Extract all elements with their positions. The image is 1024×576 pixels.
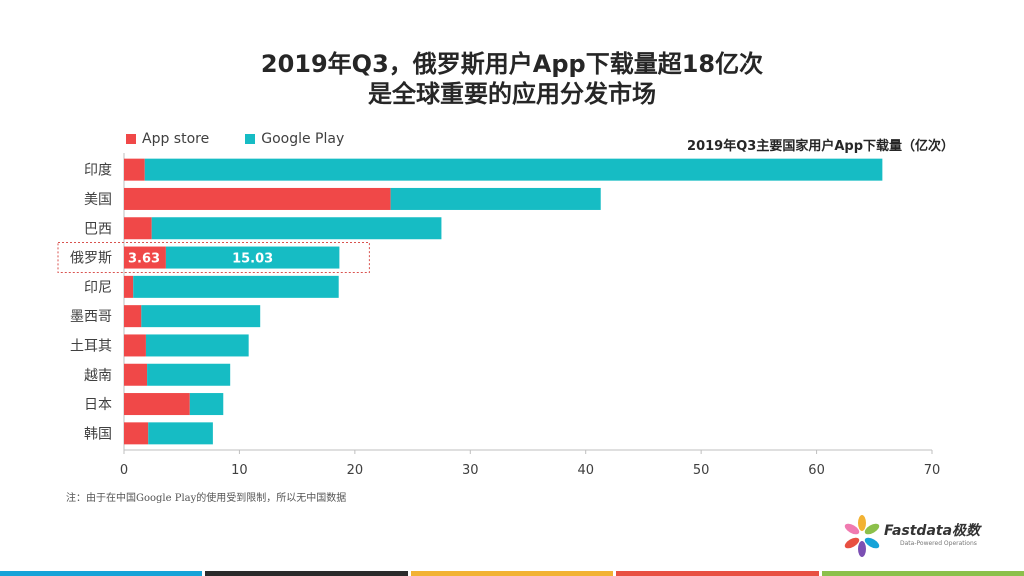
strip-segment (821, 571, 1024, 576)
bar-google-play (151, 217, 442, 240)
bar-app-store (124, 158, 145, 181)
x-tick-label: 30 (462, 463, 479, 478)
chart-title-line2: 是全球重要的应用分发市场 (368, 80, 656, 108)
x-tick-label: 50 (693, 463, 710, 478)
legend-item-google-play: Google Play (245, 131, 344, 147)
bar-app-store (124, 334, 146, 357)
x-tick-label: 20 (347, 463, 364, 478)
category-label: 越南 (84, 368, 112, 384)
strip-segment (0, 571, 203, 576)
legend-swatch-app-store (126, 134, 136, 144)
bottom-color-strip (0, 571, 1024, 576)
bar-google-play (148, 422, 213, 445)
chart-unit-label: 2019年Q3主要国家用户App下载量（亿次） (687, 139, 954, 154)
data-label: 15.03 (232, 252, 273, 267)
strip-segment (616, 571, 819, 576)
bar-google-play (141, 305, 261, 328)
x-tick-label: 10 (231, 463, 248, 478)
x-tick-label: 40 (577, 463, 594, 478)
highlight-box (57, 242, 370, 274)
chart-footnote: 注：由于在中国Google Play的使用受到限制，所以无中国数据 (66, 493, 347, 504)
strip-segment (205, 571, 408, 576)
bar-google-play (145, 334, 249, 357)
category-label: 日本 (84, 397, 112, 413)
logo-tagline: Data-Powered Operations (900, 540, 977, 547)
bar-google-play (144, 158, 883, 181)
fastdata-logo: Fastdata极数 Data-Powered Operations (842, 514, 992, 558)
flower-logo-icon (844, 515, 880, 557)
category-label: 土耳其 (70, 338, 112, 354)
category-label: 美国 (84, 192, 112, 208)
bar-google-play (147, 363, 231, 386)
bar-google-play (390, 187, 601, 210)
legend-label-google-play: Google Play (261, 131, 345, 147)
bar-app-store (124, 275, 134, 298)
chart-legend: App store Google Play (126, 131, 380, 147)
bar-app-store (124, 246, 166, 269)
bar-app-store (124, 187, 391, 210)
category-label: 墨西哥 (70, 309, 112, 325)
category-label: 巴西 (84, 221, 112, 237)
chart-title-line1: 2019年Q3，俄罗斯用户App下载量超18亿次 (260, 50, 764, 78)
category-label: 印尼 (84, 280, 112, 296)
bar-google-play (165, 246, 340, 269)
x-tick-label: 0 (120, 463, 128, 478)
category-label: 印度 (84, 163, 112, 179)
category-label: 韩国 (84, 426, 112, 442)
bar-google-play (189, 393, 224, 416)
legend-label-app-store: App store (142, 131, 210, 147)
x-tick-label: 70 (924, 463, 941, 478)
bar-app-store (124, 363, 148, 386)
logo-brand-text: Fastdata极数 (884, 523, 981, 539)
bar-app-store (124, 305, 142, 328)
data-label: 3.63 (128, 252, 160, 267)
x-tick-label: 60 (808, 463, 825, 478)
bar-app-store (124, 393, 190, 416)
legend-item-app-store: App store (126, 131, 209, 147)
strip-segment (410, 571, 614, 576)
legend-swatch-google-play (245, 134, 256, 144)
category-label: 俄罗斯 (70, 251, 112, 267)
bar-google-play (133, 275, 339, 298)
bar-app-store (124, 217, 152, 240)
bar-app-store (124, 422, 149, 445)
